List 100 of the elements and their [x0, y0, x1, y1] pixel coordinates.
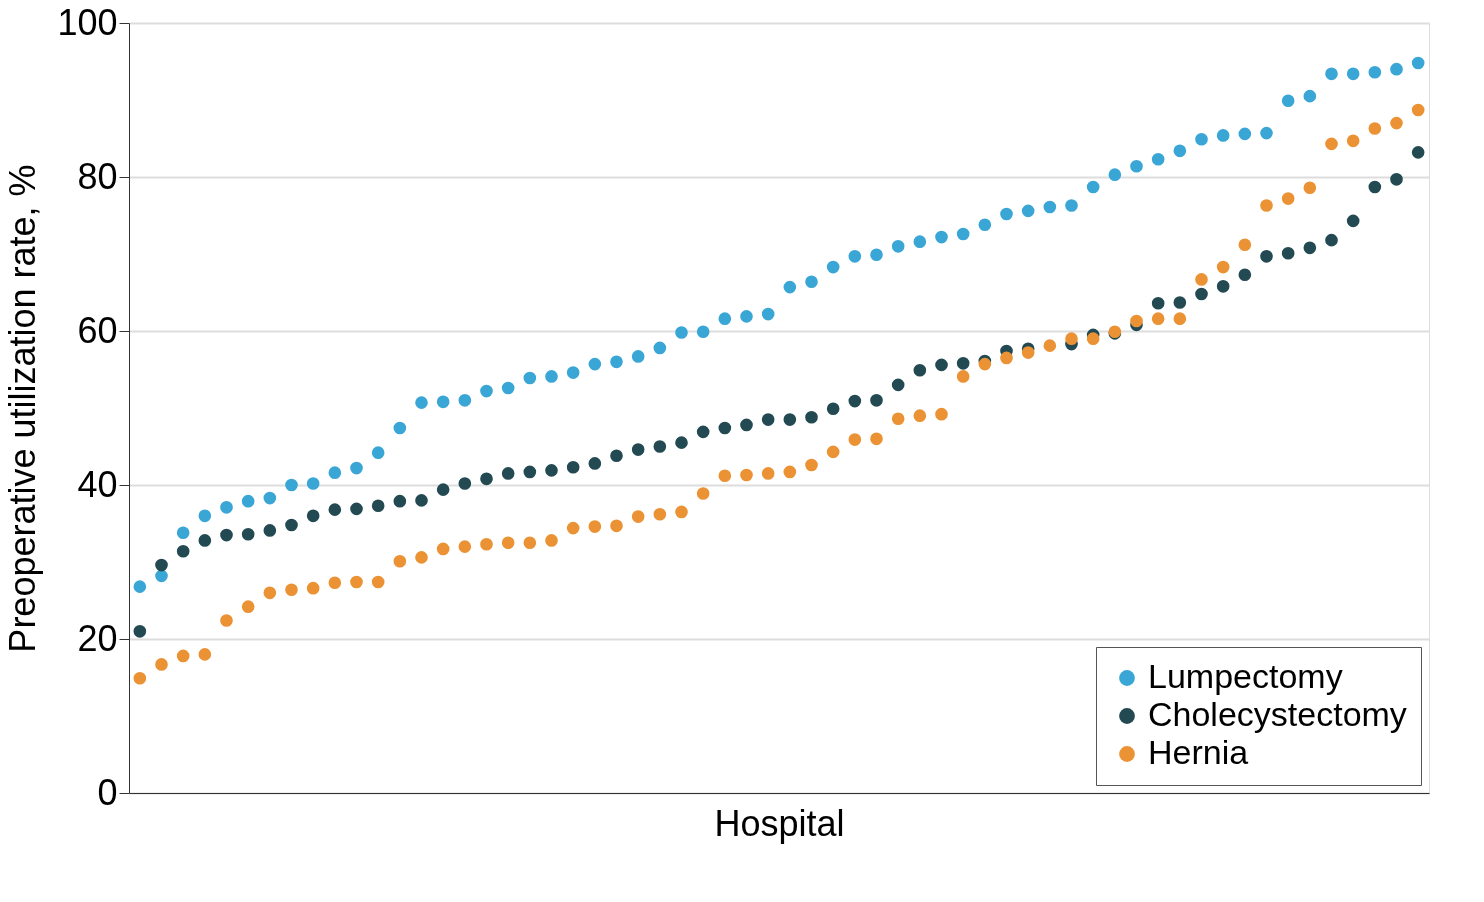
point — [761, 413, 775, 426]
point — [978, 218, 992, 232]
point — [523, 465, 537, 479]
y-tick-label: 40 — [77, 463, 118, 505]
point — [783, 413, 797, 426]
point — [436, 542, 450, 556]
point — [176, 526, 190, 540]
point — [805, 410, 818, 424]
point — [718, 312, 732, 325]
point — [870, 248, 883, 262]
point — [480, 384, 493, 398]
point — [740, 418, 753, 432]
point — [436, 395, 450, 409]
point — [436, 483, 450, 496]
point — [220, 614, 233, 627]
point — [718, 421, 732, 435]
point — [588, 520, 602, 533]
point — [1260, 126, 1273, 140]
point — [480, 537, 493, 551]
point — [891, 412, 905, 426]
point — [1346, 67, 1360, 81]
x-axis-title: Hospital — [714, 802, 845, 844]
point — [328, 576, 342, 590]
point — [415, 551, 428, 564]
point — [133, 671, 147, 685]
point — [1303, 181, 1317, 195]
point — [371, 575, 385, 589]
point — [371, 446, 385, 459]
point — [1260, 250, 1273, 263]
point — [783, 280, 797, 294]
point — [198, 534, 212, 547]
y-tick-label: 80 — [77, 155, 118, 197]
point — [155, 658, 168, 671]
point — [263, 524, 277, 537]
point — [285, 478, 298, 492]
point — [1021, 204, 1035, 218]
legend-label: Lumpectomy — [1148, 657, 1343, 695]
point — [1108, 168, 1122, 181]
point — [631, 510, 645, 523]
point — [1411, 146, 1425, 159]
point — [415, 494, 428, 507]
point — [1368, 180, 1382, 194]
point — [1325, 137, 1338, 151]
point — [653, 507, 667, 521]
point — [306, 509, 320, 523]
point — [241, 600, 255, 613]
point — [1043, 339, 1057, 352]
point — [610, 519, 623, 533]
point — [328, 503, 342, 516]
point — [285, 518, 298, 532]
point — [891, 239, 905, 253]
point — [891, 378, 905, 392]
point — [1411, 56, 1425, 70]
point — [956, 357, 970, 370]
point — [1195, 287, 1208, 301]
point — [393, 494, 407, 508]
point — [566, 521, 580, 535]
point — [913, 409, 927, 423]
point — [1390, 62, 1403, 76]
point — [870, 393, 883, 407]
point — [870, 432, 883, 446]
point — [653, 440, 667, 453]
point — [458, 540, 472, 553]
point — [805, 458, 818, 472]
point — [1173, 312, 1187, 325]
point — [501, 536, 515, 550]
point — [956, 227, 970, 241]
point — [1000, 351, 1013, 365]
point — [198, 648, 212, 661]
point — [1151, 312, 1165, 325]
point — [675, 505, 688, 519]
point — [1065, 199, 1078, 212]
point — [155, 558, 168, 572]
point — [480, 472, 493, 486]
point — [501, 467, 515, 480]
point — [675, 436, 688, 449]
point — [1130, 314, 1143, 328]
point — [350, 575, 363, 589]
point — [1021, 346, 1035, 359]
point — [1195, 132, 1208, 146]
point — [306, 581, 320, 595]
point — [241, 494, 255, 508]
point — [826, 445, 840, 459]
point — [1216, 260, 1230, 274]
y-tick-label: 100 — [57, 1, 118, 43]
point — [198, 509, 212, 523]
point — [350, 461, 363, 475]
point — [1151, 296, 1165, 310]
point — [545, 370, 558, 383]
point — [458, 393, 472, 407]
point — [1281, 192, 1295, 205]
legend-label: Hernia — [1148, 733, 1249, 771]
point — [740, 310, 753, 323]
point — [371, 499, 385, 513]
point — [1281, 246, 1295, 260]
y-tick-label: 0 — [97, 771, 118, 813]
point — [523, 536, 537, 550]
point — [285, 583, 298, 597]
point — [566, 366, 580, 379]
point — [718, 469, 732, 483]
